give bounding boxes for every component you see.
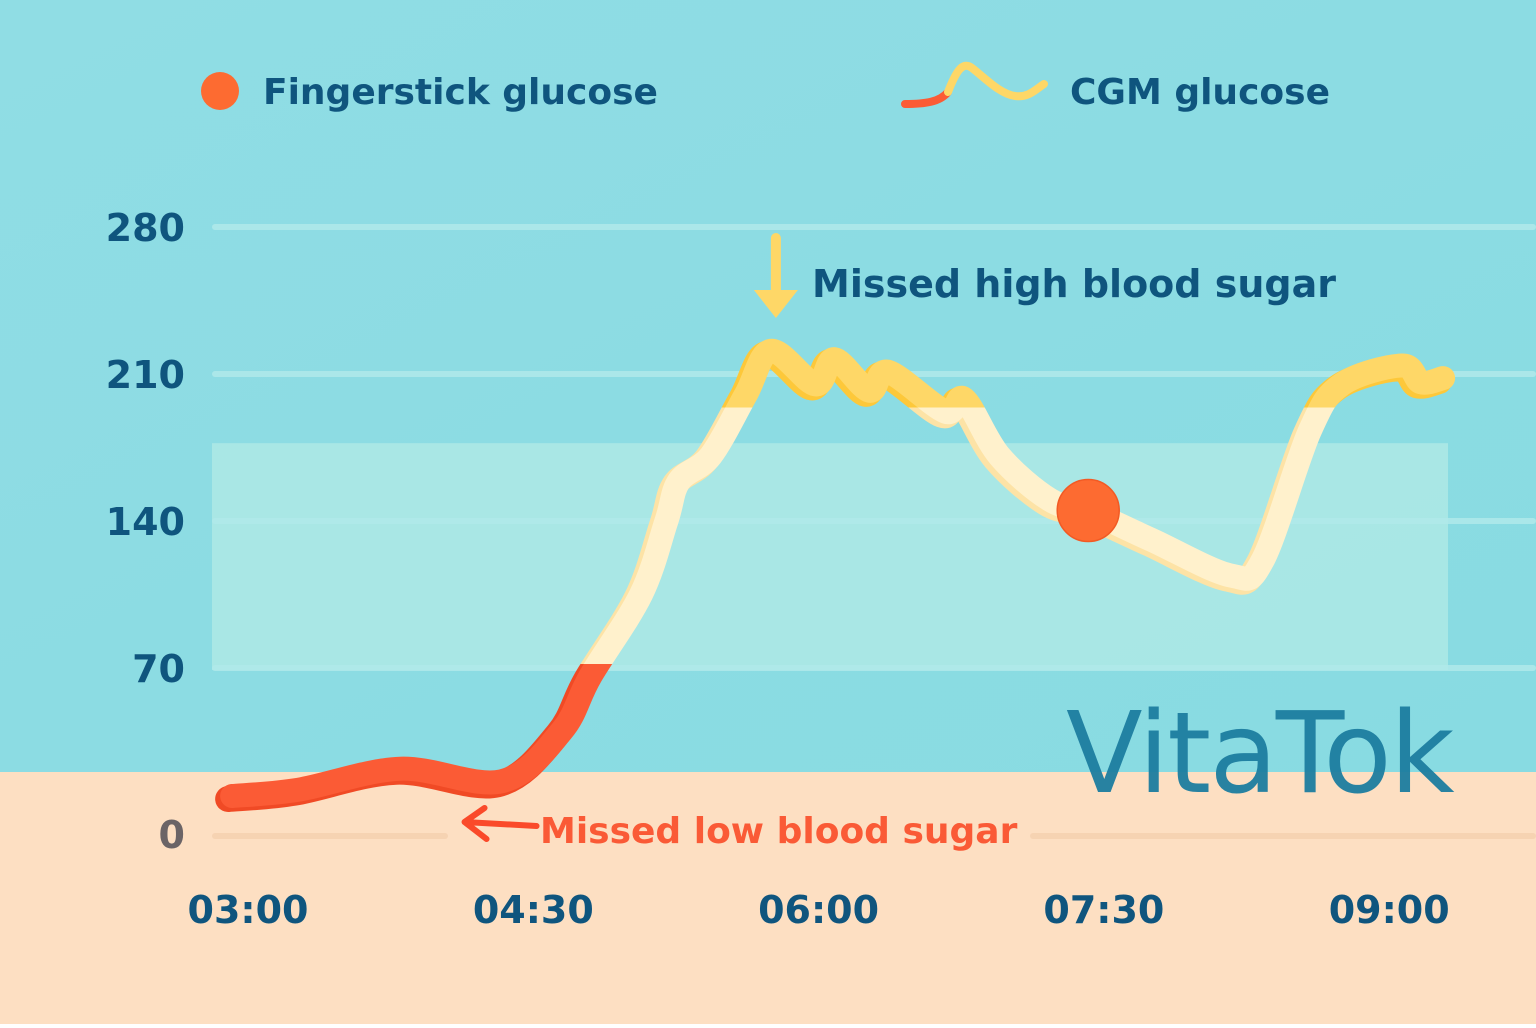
legend-label-fingerstick: Fingerstick glucose: [263, 72, 658, 113]
cgm-line-path: [220, 664, 613, 808]
target-range-band: [212, 443, 1448, 670]
y-tick-label: 280: [106, 206, 185, 250]
x-tick-label: 06:00: [758, 888, 879, 932]
gridline: [212, 518, 1536, 524]
legend-item-fingerstick: Fingerstick glucose: [201, 72, 658, 113]
gridlines: [212, 224, 1536, 839]
legend-label-cgm: CGM glucose: [1070, 72, 1330, 113]
x-tick-label: 04:30: [473, 888, 594, 932]
y-tick-label: 140: [106, 500, 185, 544]
annotation-high-text: Missed high blood sugar: [812, 262, 1336, 306]
down-arrow-icon: [753, 290, 798, 318]
low-zone-background: [0, 772, 1536, 1024]
y-tick-label: 210: [106, 353, 185, 397]
cgm-segment-high: [721, 338, 1456, 408]
cgm-legend-icon: [901, 61, 1048, 108]
brand-logo: VitaTok: [1066, 689, 1455, 819]
cgm-segment-in-range: [580, 407, 1335, 664]
cgm-segment-low: [215, 664, 613, 812]
x-tick-label: 07:30: [1043, 888, 1164, 932]
legend-item-cgm: CGM glucose: [901, 61, 1330, 113]
legend: Fingerstick glucose CGM glucose: [201, 61, 1330, 113]
y-axis-ticks: 0 70 140 210 280: [106, 206, 185, 857]
x-tick-label: 09:00: [1329, 888, 1450, 932]
gridline: [212, 833, 448, 839]
cgm-line-path: [725, 338, 1456, 408]
annotation-high: Missed high blood sugar: [753, 233, 1336, 318]
y-tick-label: 70: [132, 647, 185, 691]
gridline: [212, 224, 1536, 230]
x-tick-label: 03:00: [188, 888, 309, 932]
annotation-low: Missed low blood sugar: [461, 805, 1018, 852]
left-arrow-icon: [461, 805, 540, 842]
gridline: [1030, 833, 1536, 839]
annotation-low-text: Missed low blood sugar: [540, 811, 1018, 852]
x-axis-ticks: 03:00 04:30 06:00 07:30 09:00: [188, 888, 1450, 932]
fingerstick-points: [1056, 478, 1120, 543]
y-tick-label: 0: [159, 813, 185, 857]
cgm-line-path: [583, 407, 1335, 664]
gridline: [212, 665, 1536, 671]
fingerstick-legend-icon: [201, 72, 239, 110]
fingerstick-point: [1056, 478, 1120, 543]
cgm-line: [215, 338, 1456, 812]
